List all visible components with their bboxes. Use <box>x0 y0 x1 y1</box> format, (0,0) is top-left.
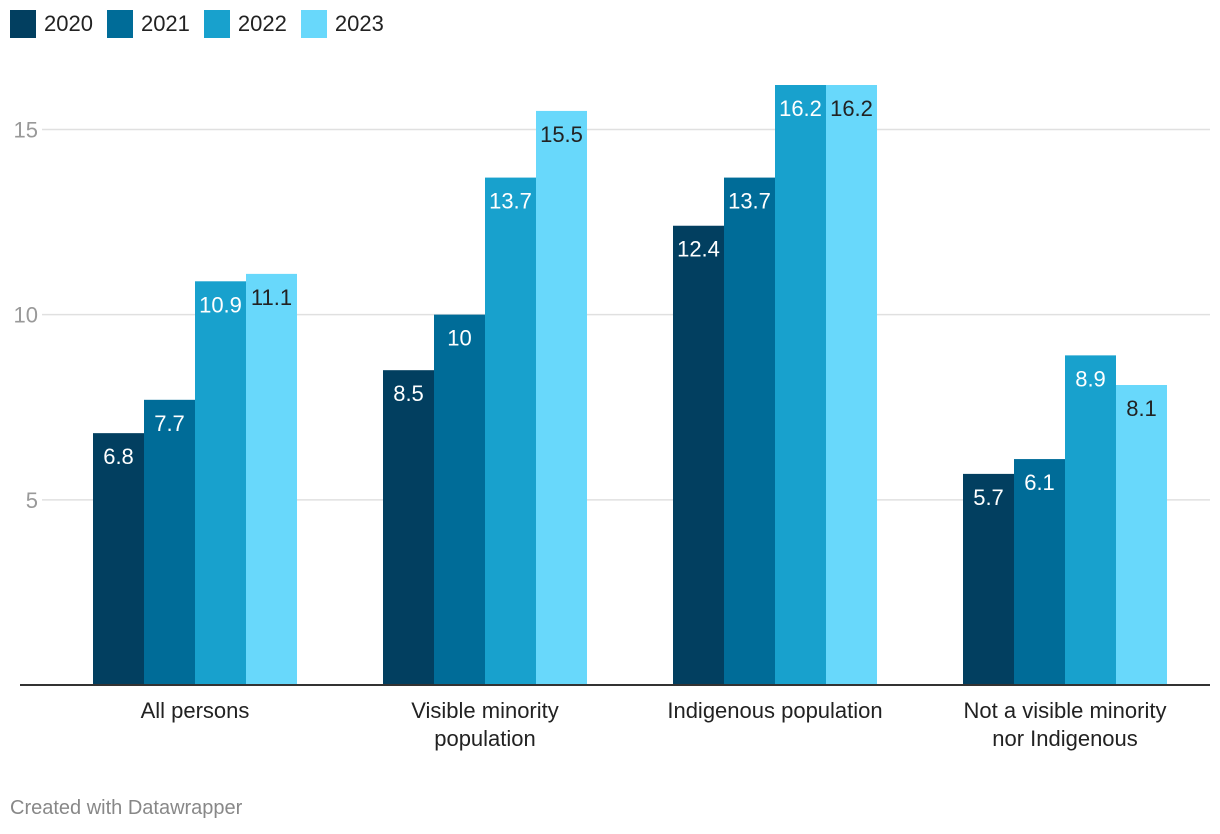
data-label: 5.7 <box>973 485 1004 510</box>
legend-swatch <box>10 10 36 38</box>
bar-2023-0 <box>246 273 297 685</box>
data-label: 6.1 <box>1024 470 1055 495</box>
bar-2020-1 <box>383 370 434 685</box>
legend-item-2021: 2021 <box>106 10 190 38</box>
bar-2023-1 <box>536 110 587 686</box>
x-tick-label: Visible minority <box>411 698 559 723</box>
chart-legend: 2020 2021 2022 2023 <box>10 10 398 38</box>
bar-2022-2 <box>775 85 826 685</box>
data-label: 8.1 <box>1126 396 1157 421</box>
legend-swatch <box>203 10 230 38</box>
x-tick-label: nor Indigenous <box>992 726 1138 751</box>
data-label: 6.8 <box>103 444 134 469</box>
legend-swatch <box>300 10 327 38</box>
bar-2022-3 <box>1065 355 1116 685</box>
data-label: 16.2 <box>830 96 873 121</box>
legend-label: 2021 <box>140 11 190 36</box>
y-tick-label: 10 <box>14 303 38 328</box>
legend-label: 2023 <box>334 11 384 36</box>
legend-label: 2020 <box>44 11 93 36</box>
bar-2020-0 <box>93 433 144 685</box>
y-tick-label: 15 <box>14 117 38 142</box>
data-label: 7.7 <box>154 411 185 436</box>
legend-item-2020: 2020 <box>10 10 93 38</box>
x-tick-label: All persons <box>141 698 250 723</box>
legend-item-2023: 2023 <box>300 10 384 38</box>
x-tick-label: Indigenous population <box>667 698 882 723</box>
bar-2022-0 <box>195 281 246 685</box>
data-label: 15.5 <box>540 122 583 147</box>
legend-item-2022: 2022 <box>203 10 287 38</box>
legend-label: 2022 <box>237 11 287 36</box>
x-tick-label: population <box>434 726 536 751</box>
bar-2021-0 <box>144 399 195 685</box>
data-label: 13.7 <box>728 189 771 214</box>
bar-2023-3 <box>1116 385 1167 685</box>
data-label: 8.9 <box>1075 366 1106 391</box>
bar-2021-3 <box>1014 459 1065 685</box>
legend-swatch <box>106 10 133 38</box>
bar-2022-1 <box>485 177 536 685</box>
y-tick-label: 5 <box>26 488 38 513</box>
data-label: 13.7 <box>489 189 532 214</box>
data-label: 10.9 <box>199 292 242 317</box>
bar-2021-1 <box>434 314 485 685</box>
bar-2020-2 <box>673 225 724 686</box>
data-label: 12.4 <box>677 237 720 262</box>
bar-2023-2 <box>826 85 877 685</box>
data-label: 10 <box>447 326 471 351</box>
data-label: 16.2 <box>779 96 822 121</box>
x-tick-label: Not a visible minority <box>964 698 1167 723</box>
data-label: 8.5 <box>393 381 424 406</box>
data-label: 11.1 <box>251 285 292 310</box>
bar-2021-2 <box>724 177 775 685</box>
bar-2020-3 <box>963 473 1014 685</box>
credit-text: Created with Datawrapper <box>10 797 243 819</box>
